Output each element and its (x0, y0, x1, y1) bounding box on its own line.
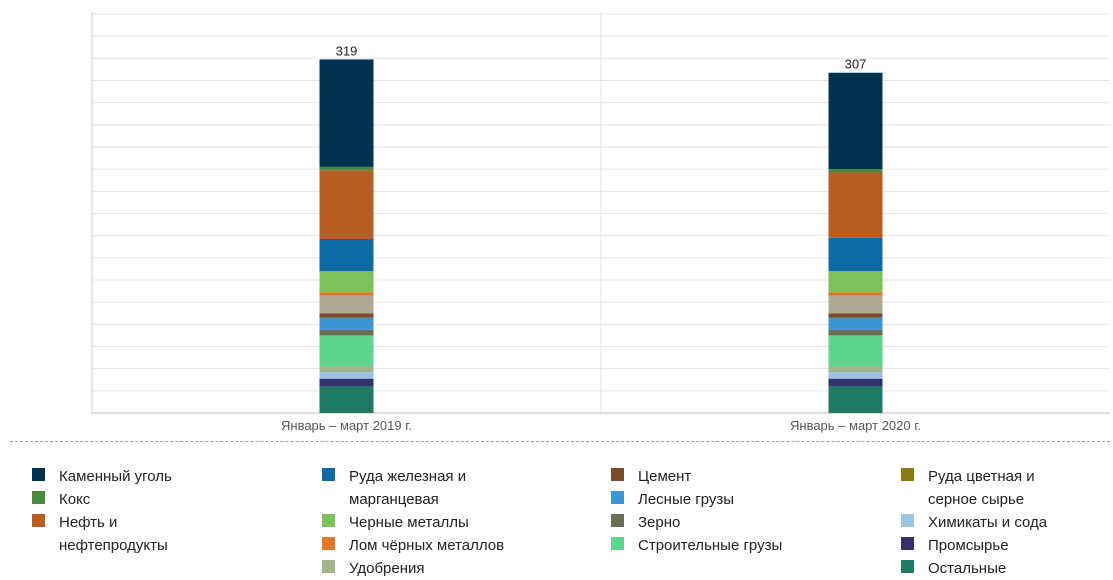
bar-segment (828, 172, 883, 238)
legend-label: Зерно (638, 514, 681, 531)
bar-segment (319, 366, 374, 372)
legend-item[interactable]: Кокс (32, 488, 90, 511)
legend-swatch (32, 468, 45, 481)
bars (319, 59, 883, 413)
bar-segment (319, 329, 374, 336)
legend-item[interactable]: Лом чёрных металлов (322, 534, 504, 557)
bar-segment (319, 386, 374, 413)
labels: 319 Январь – март 2019 г. 307 Январь – март… (281, 43, 921, 433)
bar-segment (319, 335, 374, 367)
bar-segment (319, 378, 374, 387)
axes (91, 12, 1110, 415)
legend-item[interactable]: Нефть и нефтепродукты (32, 511, 168, 557)
bar-segment (319, 317, 374, 330)
bar-segment (319, 170, 374, 239)
bar-segment (319, 295, 374, 314)
legend-label: Лом чёрных металлов (349, 537, 505, 554)
bar-segment (319, 238, 374, 272)
bar-segment (828, 371, 883, 379)
bar-segment (828, 271, 883, 293)
legend-swatch (611, 491, 624, 504)
legend-label: Нефть и нефтепродукты (59, 514, 168, 554)
x-tick-label: Январь – март 2020 г. (790, 418, 921, 433)
legend-swatch (32, 514, 45, 527)
legend-item[interactable]: Остальные (901, 557, 1006, 580)
legend-swatch (611, 537, 624, 550)
bar-segment (319, 166, 374, 171)
legend-item[interactable]: Строительные грузы (611, 534, 782, 557)
legend-item[interactable]: Промсырье (901, 534, 1009, 557)
legend-item[interactable]: Химикаты и сода (901, 511, 1047, 534)
bar-segment (319, 371, 374, 379)
legend-label: Остальные (928, 560, 1007, 577)
legend-label: Кокс (59, 491, 91, 508)
legend-item[interactable]: Зерно (611, 511, 680, 534)
bar-segment (319, 271, 374, 293)
total-label: 319 (336, 43, 358, 58)
legend-item[interactable]: Лесные грузы (611, 488, 734, 511)
legend-swatch (901, 514, 914, 527)
bar-segment (319, 313, 374, 318)
legend-divider (10, 441, 1110, 442)
bar-segment (828, 366, 883, 372)
bar-segment (828, 313, 883, 318)
legend-swatch (322, 468, 335, 481)
legend-swatch (901, 468, 914, 481)
stacked-bar-chart: 319 Январь – март 2019 г. 307 Январь – март… (91, 12, 1110, 433)
legend-label: Руда железная и марганцевая (349, 468, 467, 508)
bar-segment (828, 72, 883, 170)
legend-label: Руда цветная и серное сырье (928, 468, 1035, 508)
legend-swatch (611, 514, 624, 527)
bar-segment (828, 386, 883, 413)
legend-item[interactable]: Руда железная и марганцевая (322, 465, 466, 511)
legend-item[interactable]: Удобрения (322, 557, 425, 580)
legend-swatch (322, 560, 335, 573)
legend-label: Удобрения (349, 560, 425, 577)
bar-segment (319, 292, 374, 296)
bar-segment (828, 237, 883, 272)
legend-item[interactable]: Каменный уголь (32, 465, 172, 488)
bar-segment (828, 169, 883, 173)
bar-segment (828, 335, 883, 367)
legend-label: Лесные грузы (638, 491, 735, 508)
bar-segment (828, 317, 883, 330)
legend-item[interactable]: Черные металлы (322, 511, 469, 534)
bar-segment (828, 329, 883, 336)
legend-label: Каменный уголь (59, 468, 172, 485)
legend-label: Строительные грузы (638, 537, 783, 554)
legend-item[interactable]: Руда цветная и серное сырье (901, 465, 1035, 511)
bar-segment (828, 295, 883, 314)
legend-swatch (322, 537, 335, 550)
total-label: 307 (845, 57, 867, 72)
x-tick-label: Январь – март 2019 г. (281, 418, 412, 433)
legend-label: Химикаты и сода (928, 514, 1048, 531)
legend-swatch (901, 537, 914, 550)
legend-swatch (611, 468, 624, 481)
bar-segment (828, 292, 883, 296)
legend-label: Черные металлы (349, 514, 469, 531)
legend-label: Цемент (638, 468, 692, 485)
legend-swatch (32, 491, 45, 504)
legend-item[interactable]: Цемент (611, 465, 691, 488)
legend-swatch (322, 514, 335, 527)
bar-segment (828, 378, 883, 387)
bar-segment (319, 59, 374, 167)
legend-swatch (901, 560, 914, 573)
legend-label: Промсырье (928, 537, 1009, 554)
